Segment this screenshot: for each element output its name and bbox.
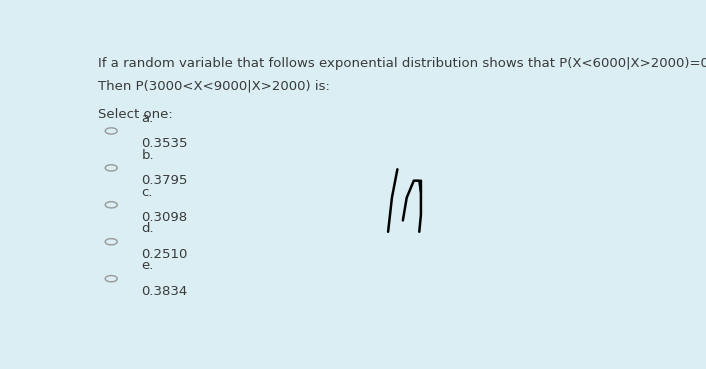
Text: a.: a. xyxy=(141,112,154,125)
Text: 0.3834: 0.3834 xyxy=(141,285,188,298)
Text: If a random variable that follows exponential distribution shows that P(X<6000|X: If a random variable that follows expone… xyxy=(98,57,706,70)
Text: d.: d. xyxy=(141,223,154,235)
Text: 0.3795: 0.3795 xyxy=(141,174,188,187)
Text: e.: e. xyxy=(141,259,154,272)
Text: 0.3098: 0.3098 xyxy=(141,211,188,224)
Text: Then P(3000<X<9000|X>2000) is:: Then P(3000<X<9000|X>2000) is: xyxy=(98,80,330,93)
Text: 0.3535: 0.3535 xyxy=(141,137,188,150)
Text: 0.2510: 0.2510 xyxy=(141,248,188,261)
Text: c.: c. xyxy=(141,186,152,199)
Text: b.: b. xyxy=(141,149,154,162)
Text: Select one:: Select one: xyxy=(98,108,173,121)
